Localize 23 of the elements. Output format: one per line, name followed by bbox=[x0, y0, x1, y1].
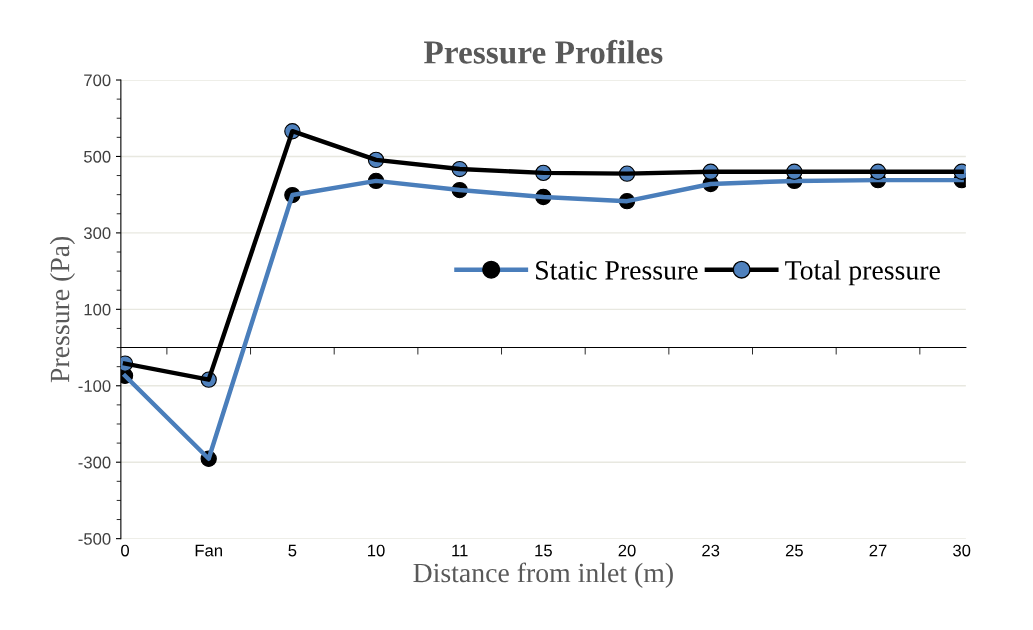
y-tick-label: 700 bbox=[84, 74, 111, 87]
x-tick-label: 0 bbox=[121, 544, 130, 557]
legend-label: Total pressure bbox=[785, 260, 940, 286]
x-tick-label: 11 bbox=[452, 544, 468, 557]
y-tick-label: 300 bbox=[83, 227, 111, 240]
legend-label: Static Pressure bbox=[536, 261, 698, 280]
y-tick-label: 100 bbox=[84, 303, 111, 316]
x-tick-label: 25 bbox=[785, 544, 803, 557]
y-tick-label: -300 bbox=[78, 456, 111, 469]
x-tick-label: 27 bbox=[869, 544, 887, 557]
x-tick-label: 30 bbox=[953, 544, 971, 557]
x-tick-label: 5 bbox=[288, 544, 297, 557]
chart-title: Pressure Profiles bbox=[424, 39, 663, 64]
x-tick-label: 20 bbox=[618, 544, 636, 557]
x-tick-label: Fan bbox=[195, 544, 222, 557]
y-tick-label: -100 bbox=[78, 380, 111, 392]
x-tick-label: 23 bbox=[702, 544, 720, 557]
x-axis-title: Distance from inlet (m) bbox=[413, 562, 673, 588]
x-tick-label: 10 bbox=[368, 544, 385, 557]
y-tick-label: -500 bbox=[78, 533, 111, 545]
x-tick-label: 15 bbox=[535, 544, 552, 557]
y-axis-title: Pressure (Pa) bbox=[49, 236, 76, 383]
y-tick-label: 500 bbox=[84, 150, 111, 163]
